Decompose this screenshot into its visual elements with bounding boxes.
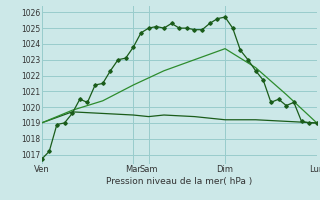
X-axis label: Pression niveau de la mer( hPa ): Pression niveau de la mer( hPa ) [106,177,252,186]
